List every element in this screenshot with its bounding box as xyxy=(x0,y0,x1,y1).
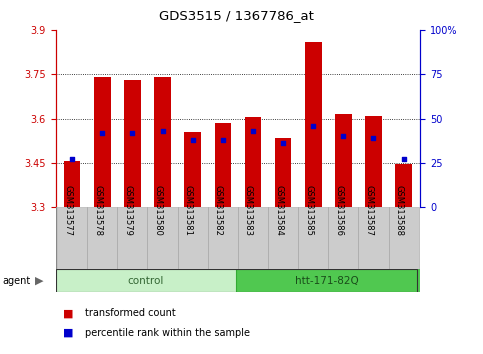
Text: transformed count: transformed count xyxy=(85,308,175,318)
Bar xyxy=(328,207,358,269)
Bar xyxy=(87,207,117,269)
Point xyxy=(400,156,408,162)
Text: GSM313585: GSM313585 xyxy=(304,185,313,236)
Bar xyxy=(268,207,298,269)
Bar xyxy=(64,161,80,207)
Text: ■: ■ xyxy=(63,328,73,338)
Bar xyxy=(236,269,420,292)
Text: GSM313584: GSM313584 xyxy=(274,185,283,236)
Text: GSM313588: GSM313588 xyxy=(395,185,404,236)
Bar xyxy=(178,207,208,269)
Point xyxy=(99,130,106,136)
Point xyxy=(68,156,76,162)
Point xyxy=(309,123,317,129)
Bar xyxy=(94,77,111,207)
Text: GSM313578: GSM313578 xyxy=(93,185,102,236)
Text: control: control xyxy=(128,275,164,286)
Bar xyxy=(57,207,87,269)
Bar xyxy=(396,164,412,207)
Bar xyxy=(238,207,268,269)
Point xyxy=(340,133,347,139)
Bar xyxy=(298,207,328,269)
Text: GSM313577: GSM313577 xyxy=(63,185,72,236)
Bar xyxy=(154,77,171,207)
Point xyxy=(279,141,287,146)
Text: GDS3515 / 1367786_at: GDS3515 / 1367786_at xyxy=(159,9,314,22)
Bar xyxy=(365,116,382,207)
Point xyxy=(128,130,136,136)
Text: GSM313587: GSM313587 xyxy=(365,185,373,236)
Bar xyxy=(245,117,261,207)
Text: GSM313580: GSM313580 xyxy=(154,185,163,236)
Bar xyxy=(305,42,322,207)
Text: GSM313579: GSM313579 xyxy=(123,185,132,236)
Bar xyxy=(208,207,238,269)
Bar xyxy=(117,207,147,269)
Bar xyxy=(147,207,178,269)
Point xyxy=(369,135,377,141)
Point xyxy=(249,128,257,134)
Text: percentile rank within the sample: percentile rank within the sample xyxy=(85,328,250,338)
Point xyxy=(219,137,227,143)
Bar xyxy=(124,80,141,207)
Text: GSM313586: GSM313586 xyxy=(334,185,343,236)
Bar xyxy=(56,269,236,292)
Bar xyxy=(185,132,201,207)
Bar xyxy=(335,114,352,207)
Text: GSM313582: GSM313582 xyxy=(214,185,223,236)
Bar xyxy=(358,207,388,269)
Text: ▶: ▶ xyxy=(35,275,43,286)
Text: ■: ■ xyxy=(63,308,73,318)
Point xyxy=(159,128,167,134)
Text: agent: agent xyxy=(2,275,30,286)
Bar xyxy=(275,138,291,207)
Text: GSM313583: GSM313583 xyxy=(244,185,253,236)
Bar xyxy=(388,207,419,269)
Text: htt-171-82Q: htt-171-82Q xyxy=(295,275,359,286)
Bar xyxy=(214,123,231,207)
Point xyxy=(189,137,197,143)
Text: GSM313581: GSM313581 xyxy=(184,185,193,236)
